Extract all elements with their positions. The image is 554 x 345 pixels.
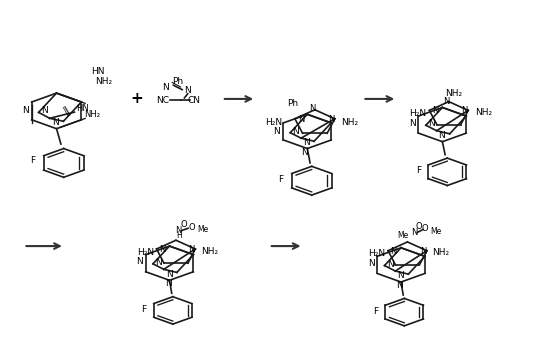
Text: N: N xyxy=(136,257,143,266)
Text: NC: NC xyxy=(156,96,169,105)
Text: N: N xyxy=(397,281,403,290)
Text: N: N xyxy=(52,118,59,128)
Text: N: N xyxy=(443,97,449,106)
Text: F: F xyxy=(416,166,421,175)
Text: N: N xyxy=(420,247,426,256)
Text: N: N xyxy=(22,106,28,115)
Text: NH₂: NH₂ xyxy=(341,118,358,127)
Text: N: N xyxy=(439,131,445,140)
Text: N: N xyxy=(409,119,416,128)
Text: N: N xyxy=(461,106,468,115)
Text: Me: Me xyxy=(197,225,208,234)
Text: O: O xyxy=(415,222,422,231)
Text: Ph: Ph xyxy=(287,99,299,108)
Text: N: N xyxy=(428,119,435,128)
Text: N: N xyxy=(41,106,48,115)
Text: N: N xyxy=(298,115,304,124)
Text: N: N xyxy=(159,245,165,254)
Text: N: N xyxy=(162,83,169,92)
Text: H: H xyxy=(176,230,182,239)
Text: ‖: ‖ xyxy=(61,104,71,116)
Text: NH₂: NH₂ xyxy=(475,108,493,117)
Text: NH₂: NH₂ xyxy=(445,89,462,98)
Text: O: O xyxy=(422,225,428,234)
Text: +: + xyxy=(130,91,143,106)
Text: H₂N: H₂N xyxy=(137,248,154,257)
Text: N: N xyxy=(411,228,417,237)
Text: NH₂: NH₂ xyxy=(432,248,449,257)
Text: N: N xyxy=(391,247,397,256)
Text: Ph: Ph xyxy=(172,77,183,86)
Text: N: N xyxy=(165,279,172,288)
Text: O: O xyxy=(188,223,194,232)
Text: N: N xyxy=(184,86,191,95)
Text: N: N xyxy=(166,270,172,279)
Text: NH₂: NH₂ xyxy=(201,247,218,256)
Text: CN: CN xyxy=(188,96,201,105)
Text: Me: Me xyxy=(430,227,442,236)
Text: F: F xyxy=(30,156,35,165)
Text: N: N xyxy=(368,259,375,268)
Text: N: N xyxy=(397,271,404,280)
Text: N: N xyxy=(309,104,315,113)
Text: N: N xyxy=(155,258,162,267)
Text: HN: HN xyxy=(76,104,89,112)
Text: F: F xyxy=(373,307,378,316)
Text: H₂N: H₂N xyxy=(409,109,427,118)
Text: N: N xyxy=(274,127,280,136)
Text: NH₂: NH₂ xyxy=(84,110,100,119)
Text: N: N xyxy=(293,127,299,136)
Text: F: F xyxy=(141,305,146,314)
Text: HN: HN xyxy=(91,67,105,76)
Text: N: N xyxy=(301,148,308,157)
Text: O: O xyxy=(181,220,187,229)
Text: N: N xyxy=(432,106,438,115)
Text: H₂N: H₂N xyxy=(368,249,386,258)
Text: Me: Me xyxy=(397,231,409,240)
Text: N: N xyxy=(328,115,335,124)
Text: N: N xyxy=(387,260,393,269)
Text: N: N xyxy=(188,245,194,254)
Text: N: N xyxy=(303,138,310,147)
Text: H₂N: H₂N xyxy=(265,118,282,127)
Text: NH₂: NH₂ xyxy=(95,77,112,86)
Text: F: F xyxy=(278,175,283,184)
Text: N: N xyxy=(176,226,182,235)
